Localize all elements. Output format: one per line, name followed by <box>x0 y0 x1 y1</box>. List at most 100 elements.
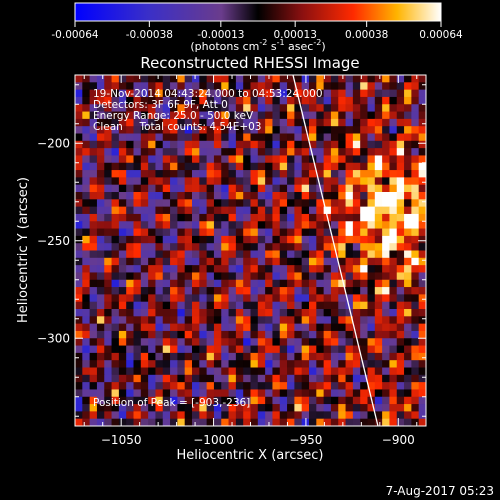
heatmap-cell <box>396 133 405 142</box>
heatmap-cell <box>133 111 142 120</box>
heatmap-cell <box>82 228 91 237</box>
heatmap-cell <box>404 192 412 200</box>
heatmap-cell <box>221 272 229 281</box>
heatmap-cell <box>228 162 237 171</box>
heatmap-cell <box>184 352 193 361</box>
heatmap-cell <box>140 404 149 412</box>
heatmap-cell <box>396 345 405 354</box>
heatmap-cell <box>118 287 127 295</box>
heatmap-cell <box>316 199 325 208</box>
heatmap-cell <box>250 75 259 83</box>
heatmap-cell <box>82 265 91 273</box>
heatmap-cell <box>389 148 398 156</box>
heatmap-cell <box>118 360 127 368</box>
heatmap-cell <box>199 411 208 420</box>
heatmap-cell <box>228 192 237 200</box>
heatmap-cell <box>404 316 412 325</box>
heatmap-cell <box>396 367 405 376</box>
heatmap-cell <box>367 170 376 178</box>
heatmap-cell <box>294 396 303 405</box>
heatmap-cell <box>155 126 164 134</box>
heatmap-cell <box>111 323 120 332</box>
heatmap-cell <box>279 389 288 398</box>
heatmap-cell <box>170 133 178 142</box>
heatmap-cell <box>316 221 325 229</box>
colorbar-ticks: -0.00064 -0.00038 -0.00013 0.00013 0.00038 0.… <box>51 21 463 41</box>
heatmap-cell <box>192 382 200 390</box>
heatmap-cell <box>396 75 405 83</box>
heatmap-cell <box>330 148 339 156</box>
heatmap-cell <box>287 367 295 376</box>
heatmap-cell <box>111 104 120 112</box>
heatmap-cell <box>155 243 164 251</box>
heatmap-cell <box>316 272 325 281</box>
heatmap-cell <box>206 104 215 112</box>
heatmap-cell <box>316 213 325 222</box>
heatmap-cell <box>126 309 134 317</box>
heatmap-cell <box>294 228 303 237</box>
heatmap-cell <box>287 382 295 390</box>
heatmap-cell <box>184 330 193 339</box>
heatmap-cell <box>162 192 171 200</box>
heatmap-cell <box>192 360 200 368</box>
heatmap-cell <box>382 221 390 229</box>
heatmap-cell <box>221 396 229 405</box>
heatmap-cell <box>184 272 193 281</box>
heatmap-cell <box>243 133 251 142</box>
heatmap-cell <box>250 374 259 383</box>
heatmap-cell <box>345 265 354 273</box>
heatmap-cell <box>360 411 368 420</box>
heatmap-cell <box>243 177 251 186</box>
heatmap-cell <box>148 330 156 339</box>
heatmap-cell <box>126 382 134 390</box>
heatmap-cell <box>294 345 303 354</box>
heatmap-cell <box>89 221 98 229</box>
heatmap-cell <box>287 170 295 178</box>
heatmap-cell <box>126 104 134 112</box>
heatmap-cell <box>118 418 127 426</box>
heatmap-cell <box>257 111 266 120</box>
heatmap-cell <box>345 309 354 317</box>
heatmap-cell <box>287 75 295 83</box>
heatmap-cells <box>75 75 426 426</box>
heatmap-cell <box>126 111 134 120</box>
heatmap-cell <box>177 192 186 200</box>
heatmap-cell <box>228 199 237 208</box>
heatmap-cell <box>352 411 361 420</box>
heatmap-cell <box>89 360 98 368</box>
heatmap-cell <box>155 133 164 142</box>
heatmap-cell <box>352 301 361 310</box>
heatmap-cell <box>396 126 405 134</box>
heatmap-cell <box>162 389 171 398</box>
heatmap-cell <box>411 243 420 251</box>
heatmap-cell <box>272 206 281 215</box>
heatmap-cell <box>140 316 149 325</box>
heatmap-cell <box>184 287 193 295</box>
heatmap-cell <box>221 352 229 361</box>
heatmap-cell <box>389 243 398 251</box>
heatmap-cell <box>104 345 112 354</box>
heatmap-cell <box>184 418 193 426</box>
heatmap-cell <box>389 118 398 127</box>
heatmap-cell <box>199 235 208 244</box>
heatmap-cell <box>82 411 91 420</box>
heatmap-cell <box>96 111 105 120</box>
heatmap-cell <box>250 330 259 339</box>
heatmap-cell <box>155 279 164 288</box>
heatmap-cell <box>104 316 112 325</box>
heatmap-cell <box>228 133 237 142</box>
heatmap-cell <box>126 367 134 376</box>
heatmap-cell <box>177 104 186 112</box>
heatmap-cell <box>89 382 98 390</box>
heatmap-cell <box>396 184 405 193</box>
heatmap-cell <box>199 272 208 281</box>
heatmap-cell <box>148 82 156 91</box>
heatmap-cell <box>360 257 368 266</box>
heatmap-cell <box>192 177 200 186</box>
heatmap-cell <box>96 389 105 398</box>
heatmap-cell <box>82 111 91 120</box>
heatmap-cell <box>294 265 303 273</box>
heatmap-cell <box>155 250 164 259</box>
heatmap-cell <box>199 382 208 390</box>
heatmap-cell <box>206 338 215 346</box>
